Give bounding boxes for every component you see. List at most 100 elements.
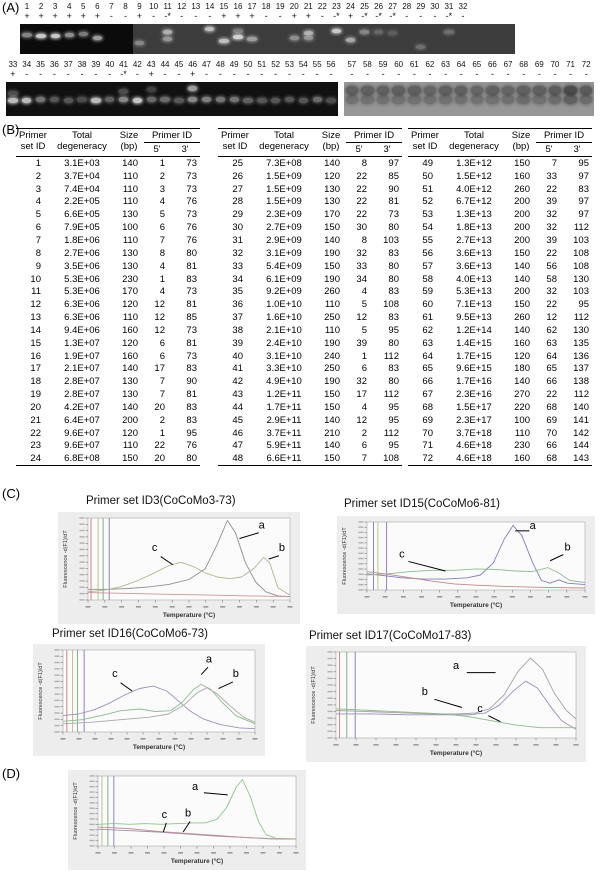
lane-sign: -* xyxy=(389,11,396,21)
table-cell: 190 xyxy=(324,273,340,285)
lane-sign: - xyxy=(444,69,448,79)
table-cell: 6 xyxy=(361,363,367,375)
lane-sign: + xyxy=(38,11,44,21)
table-row: 44 1.7E+11 150 4 95 xyxy=(218,401,402,414)
table-row: 21 6.4E+07 200 2 83 xyxy=(16,414,200,427)
lane-sign: - xyxy=(522,69,526,79)
table-cell: 3.3E+10 xyxy=(266,363,302,375)
table-row: 69 2.3E+17 100 69 141 xyxy=(408,414,592,427)
table-cell: 59 xyxy=(422,286,433,298)
gel-band xyxy=(326,98,336,104)
gel-band xyxy=(188,96,198,102)
table-cell: 6 xyxy=(159,222,165,234)
lane-number: 17 xyxy=(247,2,257,11)
table-cell: 150 xyxy=(324,389,340,401)
table-cell: 68 xyxy=(546,453,557,465)
gel-band xyxy=(91,98,101,104)
gel-band xyxy=(517,86,530,95)
table-cell: 230 xyxy=(514,440,530,452)
table-cell: 32 xyxy=(356,376,367,388)
table-cell: 3.1E+10 xyxy=(266,350,302,362)
lane-sign: - xyxy=(350,69,354,79)
gel-band xyxy=(564,95,577,105)
table-row: 22 9.6E+07 120 1 95 xyxy=(16,427,200,440)
table-cell: 81 xyxy=(186,260,197,272)
table-cell: 66 xyxy=(546,440,557,452)
table-row: 40 3.1E+10 240 1 112 xyxy=(218,350,402,363)
lane-number: 3 xyxy=(52,2,58,11)
table-cell: 32 xyxy=(546,286,557,298)
table-cell: 142 xyxy=(573,427,589,439)
col-header-primer-id: Primer ID xyxy=(144,128,200,143)
table-cell: 6.1E+09 xyxy=(266,273,302,285)
table-cell: 33 xyxy=(232,260,243,272)
table-cell: 150 xyxy=(324,453,340,465)
table-cell: 51 xyxy=(422,183,433,195)
gel-band xyxy=(454,95,468,105)
table-cell: 62 xyxy=(546,324,557,336)
table-cell: 4 xyxy=(361,286,367,298)
lane-signs: ---------------- xyxy=(344,70,594,79)
lane-sign: + xyxy=(221,11,227,21)
table-cell: 12 xyxy=(546,312,557,324)
table-row: 64 1.7E+15 120 64 136 xyxy=(408,350,592,363)
gel-band xyxy=(163,30,173,35)
table-cell: 40 xyxy=(232,350,243,362)
table-cell: 63 xyxy=(546,337,557,349)
lane-number: 29 xyxy=(416,2,426,11)
lane-sign: + xyxy=(235,11,241,21)
table-cell: 70 xyxy=(422,427,433,439)
table-cell: 12 xyxy=(154,312,165,324)
gel-band xyxy=(392,86,405,95)
table-cell: 110 xyxy=(122,234,138,246)
table-cell: 20 xyxy=(30,401,41,413)
table-cell: 7 xyxy=(361,453,367,465)
table-cell: 12 xyxy=(356,414,367,426)
table-row: 10 5.3E+06 230 1 83 xyxy=(16,273,200,286)
table-cell: 19 xyxy=(30,389,41,401)
table-row: 28 1.5E+09 130 22 81 xyxy=(218,196,402,209)
table-cell: 6 xyxy=(159,350,165,362)
lane-number: 23 xyxy=(331,2,341,11)
lane-sign: - xyxy=(52,69,56,79)
table-cell: 120 xyxy=(122,299,138,311)
table-cell: 14 xyxy=(30,324,41,336)
table-cell: 12 xyxy=(154,324,165,336)
curve-c xyxy=(335,708,576,729)
lane-sign: - xyxy=(278,11,282,21)
gel-band xyxy=(408,95,421,105)
table-cell: 9.5E+13 xyxy=(456,312,492,324)
table-cell: 103 xyxy=(383,234,399,246)
table-row: 68 1.5E+17 220 68 140 xyxy=(408,401,592,414)
primer-table-1: Primer set ID Total degeneracy Size (bp) Prime… xyxy=(16,128,200,467)
table-cell: 43 xyxy=(232,389,243,401)
gel-band xyxy=(361,86,374,95)
gel-band xyxy=(376,86,390,95)
table-cell: 39 xyxy=(546,196,557,208)
table-cell: 200 xyxy=(514,209,530,221)
lane-sign: - xyxy=(320,11,324,21)
lane-sign: - xyxy=(506,69,510,79)
table-cell: 6 xyxy=(361,440,367,452)
table-row: 43 1.2E+11 150 17 112 xyxy=(218,388,402,401)
table-cell: 3.7E+11 xyxy=(266,427,302,439)
table-cell: 260 xyxy=(324,286,340,298)
lane-number: 43 xyxy=(146,60,156,69)
table-row: 1 3.1E+03 140 1 73 xyxy=(16,157,200,170)
table-row: 18 2.8E+07 130 7 90 xyxy=(16,375,200,388)
table-cell: 7 xyxy=(35,234,41,246)
table-cell: 95 xyxy=(388,324,399,336)
table-cell: 2 xyxy=(361,427,367,439)
table-row: 46 3.7E+11 210 2 112 xyxy=(218,427,402,440)
table-cell: 103 xyxy=(573,286,589,298)
table-cell: 95 xyxy=(388,440,399,452)
gel-band xyxy=(392,95,405,105)
table-cell: 34 xyxy=(356,273,367,285)
table-cell: 58 xyxy=(422,273,433,285)
table-cell: 95 xyxy=(578,157,589,169)
table-cell: 4 xyxy=(361,401,367,413)
table-cell: 7 xyxy=(159,234,165,246)
table-cell: 4 xyxy=(159,260,165,272)
gel-band xyxy=(146,86,156,92)
